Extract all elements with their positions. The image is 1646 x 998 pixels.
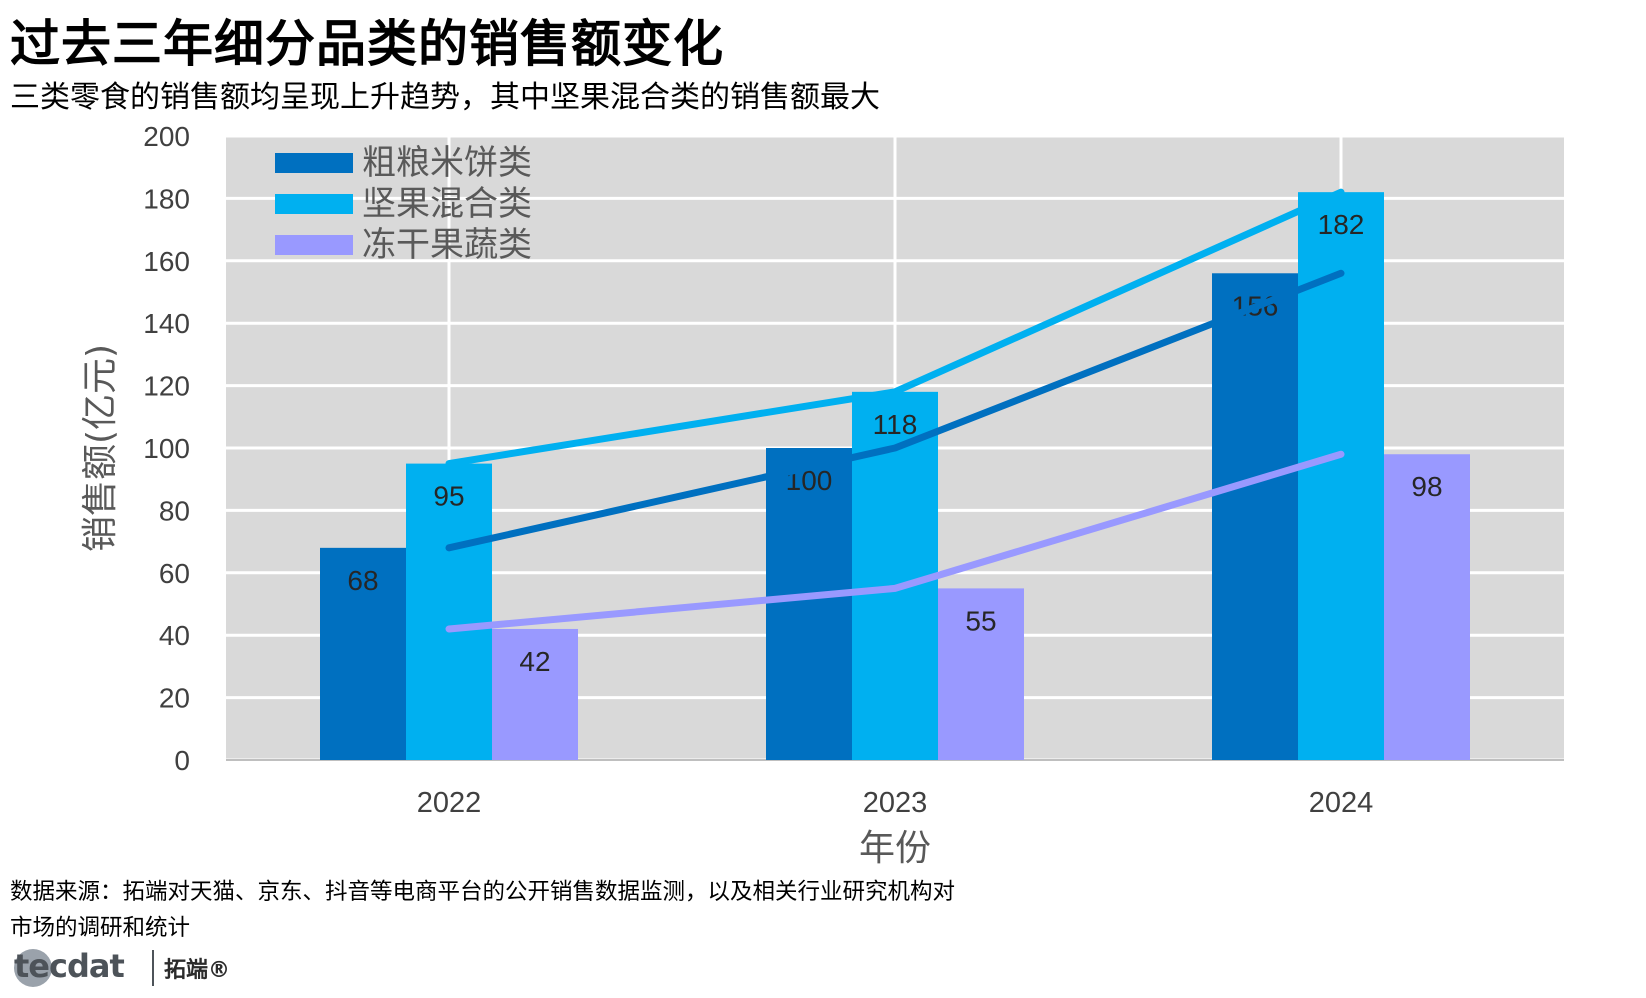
y-tick-label: 60	[159, 558, 190, 589]
legend-label: 粗粮米饼类	[362, 143, 532, 183]
data-label: 42	[519, 646, 550, 677]
x-tick-label: 2024	[1309, 787, 1374, 819]
x-axis-title: 年份	[859, 828, 931, 869]
bar	[1384, 454, 1470, 760]
series-line	[445, 188, 1345, 468]
logo-wordmark: tecdat	[14, 947, 125, 985]
legend-label: 冻干果蔬类	[362, 225, 532, 265]
y-tick-label: 200	[143, 121, 190, 152]
data-source-note: 数据来源：拓端对天猫、京东、抖音等电商平台的公开销售数据监测，以及相关行业研究机…	[10, 879, 956, 941]
y-tick-label: 0	[174, 745, 190, 776]
data-label: 98	[1411, 471, 1442, 502]
bar	[938, 588, 1024, 760]
data-label: 55	[965, 605, 996, 636]
y-tick-label: 120	[143, 371, 190, 402]
logo-circle	[14, 949, 52, 987]
y-tick-label: 160	[143, 246, 190, 277]
bar	[492, 628, 578, 760]
data-label: 118	[873, 409, 918, 440]
y-axis-title: 销售额(亿元)	[80, 344, 121, 552]
logo-chinese-name: 拓端®	[164, 958, 231, 983]
y-tick-label: 20	[159, 683, 190, 714]
sales-chart: 0204060801001201401601802006810015695118…	[80, 121, 1564, 869]
data-label: 68	[347, 565, 378, 596]
series-line	[445, 450, 1345, 633]
bar	[1298, 192, 1384, 760]
chart-title: 过去三年细分品类的销售额变化	[10, 15, 724, 73]
y-tick-label: 40	[159, 620, 190, 651]
bar	[1212, 273, 1298, 760]
legend-swatch	[275, 194, 353, 214]
series-line	[445, 269, 1345, 552]
x-tick-label: 2022	[417, 787, 482, 819]
bar	[320, 547, 406, 760]
y-tick-label: 180	[143, 183, 190, 214]
y-tick-label: 100	[143, 433, 190, 464]
legend-label: 坚果混合类	[362, 184, 532, 224]
logo-divider	[152, 950, 154, 986]
bar	[406, 463, 492, 760]
bar	[766, 448, 852, 760]
tecdat-logo-icon: tecdat	[10, 945, 150, 991]
y-tick-label: 80	[159, 495, 190, 526]
legend-swatch	[275, 153, 353, 173]
data-label: 182	[1318, 209, 1365, 240]
chart-subtitle: 三类零食的销售额均呈现上升趋势，其中坚果混合类的销售额最大	[10, 80, 880, 115]
x-tick-label: 2023	[863, 787, 928, 819]
y-tick-label: 140	[143, 308, 190, 339]
legend-swatch	[275, 235, 353, 255]
brand-logo: tecdat 拓端®	[10, 945, 230, 991]
data-label: 95	[433, 481, 464, 512]
